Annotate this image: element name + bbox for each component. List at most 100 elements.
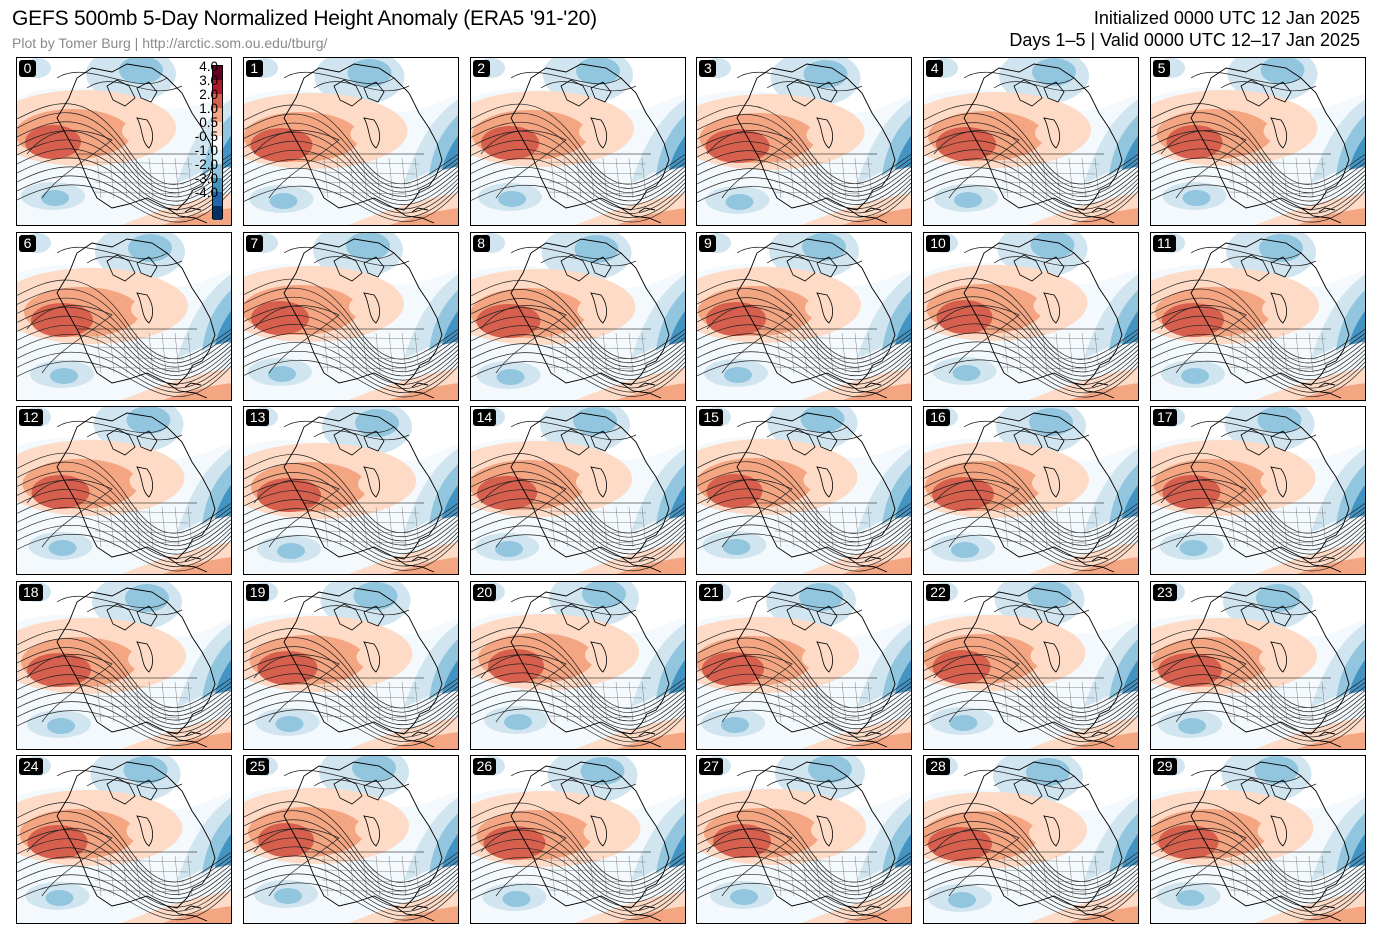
colorbar-swatch: [213, 150, 222, 164]
colorbar-tick-label: 0.5: [199, 115, 218, 130]
anomaly-map: [470, 407, 685, 574]
member-label: 3: [699, 60, 717, 77]
colorbar-swatch: [213, 122, 222, 136]
anomaly-map: [243, 756, 458, 923]
ensemble-member-panel: 25: [242, 755, 459, 924]
ensemble-member-panel: 9: [696, 231, 913, 401]
member-label: 12: [19, 409, 43, 426]
init-time: Initialized 0000 UTC 12 Jan 2025: [1093, 8, 1360, 28]
ensemble-member-panel: 23: [1150, 580, 1366, 750]
anomaly-map: [697, 756, 912, 923]
member-label: 28: [926, 758, 950, 775]
anomaly-map: [17, 407, 231, 574]
colorbar-swatch: [213, 178, 222, 192]
colorbar: [212, 65, 223, 220]
colorbar-tick-label: -3.0: [194, 171, 218, 186]
anomaly-map: [1151, 581, 1365, 749]
ensemble-member-panel: 7: [242, 231, 459, 401]
anomaly-map: [924, 232, 1139, 400]
anomaly-map: [924, 581, 1139, 749]
anomaly-map: [697, 407, 912, 574]
ensemble-member-panel: 14: [469, 406, 686, 575]
colorbar-swatch: [213, 66, 222, 80]
member-label: 26: [472, 758, 497, 775]
ensemble-member-panel: 17: [1150, 406, 1366, 575]
ensemble-member-panel: 1: [242, 57, 459, 226]
ensemble-member-panel: 11: [1150, 231, 1366, 401]
anomaly-map: [243, 407, 458, 574]
member-label: 14: [472, 409, 497, 426]
anomaly-map: [470, 581, 685, 749]
colorbar-tick-label: -2.0: [194, 157, 218, 172]
member-label: 5: [1153, 60, 1170, 77]
anomaly-map: [697, 232, 912, 400]
ensemble-member-panel: 22: [923, 580, 1140, 750]
member-label: 24: [19, 758, 43, 775]
anomaly-map: [470, 58, 685, 225]
anomaly-map: [1151, 58, 1365, 225]
anomaly-map: [697, 581, 912, 749]
ensemble-member-panel: 27: [696, 755, 913, 924]
colorbar-tick-label: -0.5: [194, 129, 218, 144]
ensemble-member-panel: 28: [923, 755, 1140, 924]
colorbar-swatch: [213, 94, 222, 108]
anomaly-map: [243, 58, 458, 225]
colorbar-swatch: [213, 136, 222, 150]
anomaly-map: [470, 232, 685, 400]
member-label: 2: [472, 60, 490, 77]
member-label: 10: [926, 234, 950, 252]
colorbar-tick-label: 2.0: [199, 87, 218, 102]
anomaly-map: [17, 58, 231, 225]
anomaly-map: [924, 407, 1139, 574]
member-label: 27: [699, 758, 723, 775]
colorbar-tick-label: -4.0: [194, 185, 218, 200]
ensemble-member-panel: 20: [469, 580, 686, 750]
member-label: 21: [699, 583, 723, 601]
ensemble-member-panel: 4: [923, 57, 1140, 226]
anomaly-map: [243, 232, 458, 400]
anomaly-map: [243, 581, 458, 749]
anomaly-map: [1151, 756, 1365, 923]
ensemble-member-panel: 3: [696, 57, 913, 226]
member-label: 16: [926, 409, 950, 426]
anomaly-map: [924, 756, 1139, 923]
member-label: 8: [472, 234, 490, 252]
ensemble-member-panel: 2: [469, 57, 686, 226]
ensemble-member-panel: 26: [469, 755, 686, 924]
colorbar-swatch: [213, 206, 222, 220]
ensemble-member-panel: 29: [1150, 755, 1366, 924]
ensemble-member-panel: 21: [696, 580, 913, 750]
colorbar-swatch: [213, 164, 222, 178]
member-label: 1: [245, 60, 263, 77]
ensemble-member-panel: 5: [1150, 57, 1366, 226]
plot-credit: Plot by Tomer Burg | http://arctic.som.o…: [12, 35, 328, 51]
anomaly-map: [697, 58, 912, 225]
member-label: 0: [19, 60, 36, 77]
colorbar-tick-label: -1.0: [194, 143, 218, 158]
member-label: 7: [245, 234, 263, 252]
anomaly-map: [924, 58, 1139, 225]
anomaly-map: [470, 756, 685, 923]
anomaly-map: [17, 756, 231, 923]
member-label: 20: [472, 583, 497, 601]
ensemble-member-panel: 12: [16, 406, 232, 575]
colorbar-tick-label: 3.0: [199, 73, 218, 88]
ensemble-member-panel: 15: [696, 406, 913, 575]
member-label: 15: [699, 409, 723, 426]
ensemble-member-panel: 13: [242, 406, 459, 575]
ensemble-member-panel: 6: [16, 231, 232, 401]
ensemble-member-panel: 10: [923, 231, 1140, 401]
anomaly-map: [1151, 232, 1365, 400]
page-title: GEFS 500mb 5-Day Normalized Height Anoma…: [12, 7, 597, 30]
anomaly-map: [17, 232, 231, 400]
member-label: 13: [245, 409, 270, 426]
colorbar-tick-label: 4.0: [199, 59, 218, 74]
member-label: 9: [699, 234, 717, 252]
member-label: 18: [19, 583, 43, 601]
ensemble-member-panel: 19: [242, 580, 459, 750]
member-label: 25: [245, 758, 270, 775]
colorbar-swatch: [213, 108, 222, 122]
member-label: 6: [19, 234, 36, 252]
ensemble-member-panel: 0: [16, 57, 232, 226]
ensemble-member-panel: 8: [469, 231, 686, 401]
